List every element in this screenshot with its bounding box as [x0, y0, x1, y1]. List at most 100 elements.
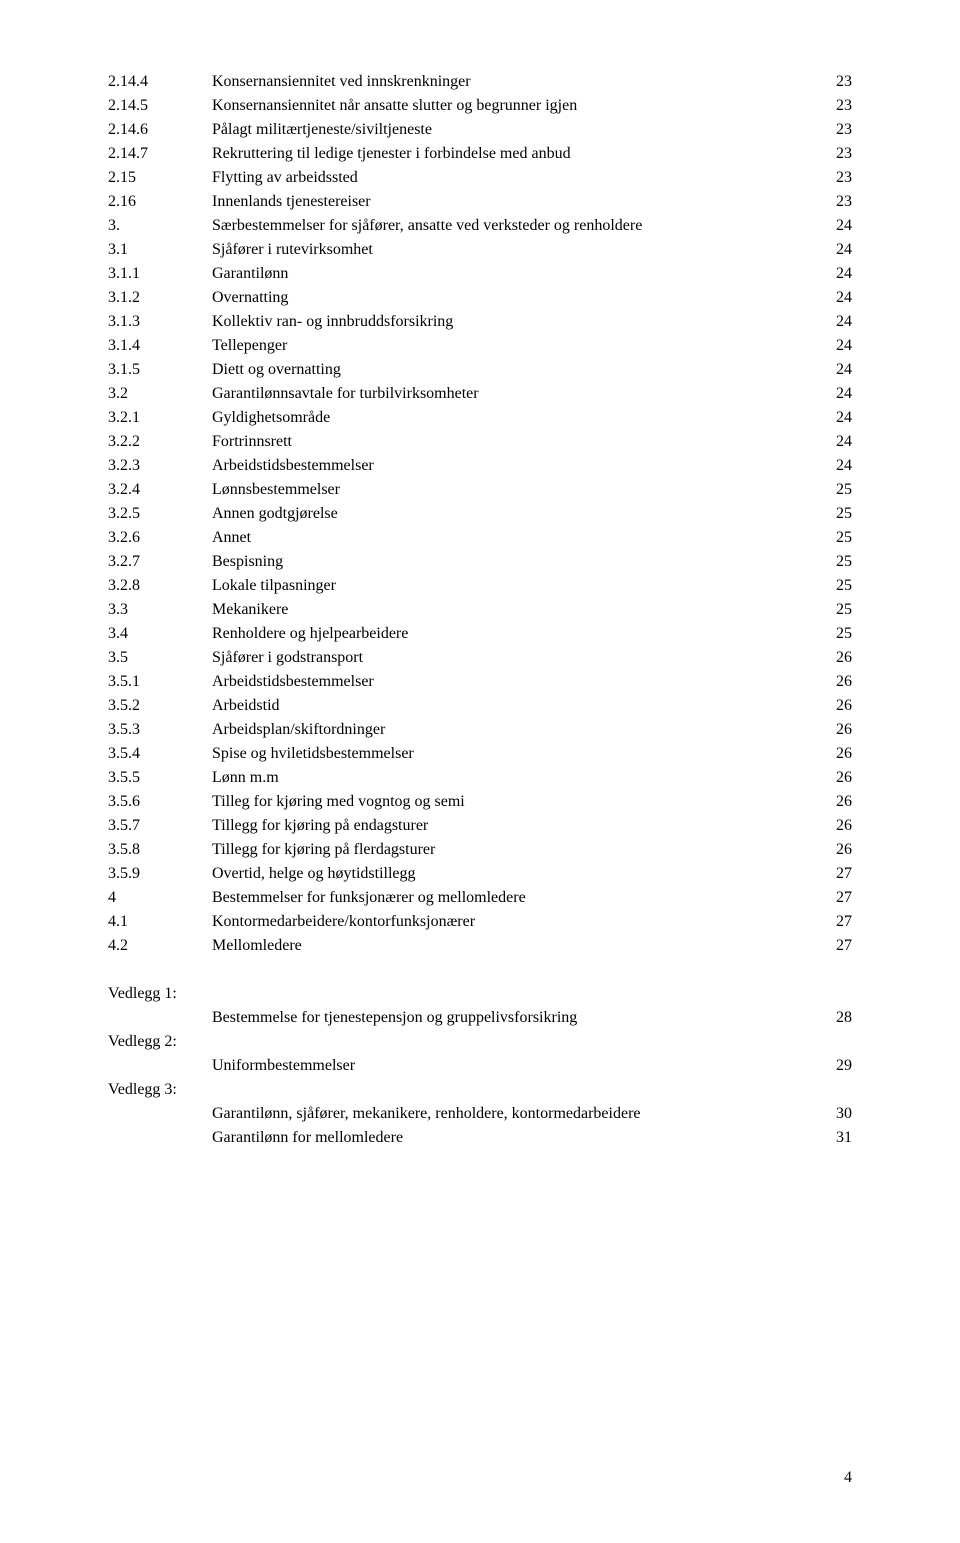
toc-page: 27 [822, 862, 852, 886]
toc-title: Arbeidsplan/skiftordninger [212, 718, 822, 742]
toc-title: Arbeidstidsbestemmelser [212, 454, 822, 478]
toc-page: 26 [822, 814, 852, 838]
toc-row: 3.5.7Tillegg for kjøring på endagsturer2… [108, 814, 852, 838]
toc-row: 4.1Kontormedarbeidere/kontorfunksjonærer… [108, 910, 852, 934]
appendix-title: Garantilønn, sjåfører, mekanikere, renho… [212, 1102, 822, 1126]
toc-row: 3.Særbestemmelser for sjåfører, ansatte … [108, 214, 852, 238]
toc-row: 3.5.3Arbeidsplan/skiftordninger26 [108, 718, 852, 742]
toc-page: 27 [822, 886, 852, 910]
toc-row: 3.1Sjåfører i rutevirksomhet24 [108, 238, 852, 262]
toc-number: 3.1 [108, 238, 212, 262]
toc-title: Annet [212, 526, 822, 550]
toc-number: 2.14.7 [108, 142, 212, 166]
toc-number: 3.1.1 [108, 262, 212, 286]
toc-page: 24 [822, 238, 852, 262]
toc-page: 25 [822, 502, 852, 526]
toc-page: 26 [822, 694, 852, 718]
toc-page: 23 [822, 190, 852, 214]
toc-title: Renholdere og hjelpearbeidere [212, 622, 822, 646]
appendix-heading: Vedlegg 1: [108, 982, 852, 1006]
toc-title: Særbestemmelser for sjåfører, ansatte ve… [212, 214, 822, 238]
toc-number: 3. [108, 214, 212, 238]
appendix-title: Bestemmelse for tjenestepensjon og grupp… [212, 1006, 822, 1030]
toc-row: 3.5.8Tillegg for kjøring på flerdagsture… [108, 838, 852, 862]
toc-title: Annen godtgjørelse [212, 502, 822, 526]
toc-row: 2.14.7Rekruttering til ledige tjenester … [108, 142, 852, 166]
toc-title: Gyldighetsområde [212, 406, 822, 430]
toc-page: 25 [822, 598, 852, 622]
toc-row: 2.14.6Pålagt militærtjeneste/siviltjenes… [108, 118, 852, 142]
toc-title: Arbeidstid [212, 694, 822, 718]
toc-title: Spise og hviletidsbestemmelser [212, 742, 822, 766]
toc-title: Bespisning [212, 550, 822, 574]
toc-page: 23 [822, 94, 852, 118]
toc-title: Lokale tilpasninger [212, 574, 822, 598]
appendix-heading: Vedlegg 2: [108, 1030, 852, 1054]
toc-page: 24 [822, 454, 852, 478]
toc-page: 23 [822, 118, 852, 142]
toc-row: 3.2.4Lønnsbestemmelser25 [108, 478, 852, 502]
toc-row: 4.2Mellomledere27 [108, 934, 852, 958]
appendix-page: 28 [822, 1006, 852, 1030]
toc-number: 3.2.7 [108, 550, 212, 574]
toc-title: Flytting av arbeidssted [212, 166, 822, 190]
toc-number: 3.2.8 [108, 574, 212, 598]
toc-row: 3.5.4Spise og hviletidsbestemmelser26 [108, 742, 852, 766]
appendix-title: Uniformbestemmelser [212, 1054, 822, 1078]
toc-title: Garantilønnsavtale for turbilvirksomhete… [212, 382, 822, 406]
toc-page: 23 [822, 142, 852, 166]
toc-title: Tellepenger [212, 334, 822, 358]
toc-row: 3.2.5Annen godtgjørelse25 [108, 502, 852, 526]
toc-row: 3.2.6Annet25 [108, 526, 852, 550]
toc-title: Lønnsbestemmelser [212, 478, 822, 502]
toc-title: Innenlands tjenestereiser [212, 190, 822, 214]
toc-page: 25 [822, 574, 852, 598]
toc-row: 3.2.3Arbeidstidsbestemmelser24 [108, 454, 852, 478]
appendix-row: Bestemmelse for tjenestepensjon og grupp… [108, 1006, 852, 1030]
toc-row: 3.5.5Lønn m.m26 [108, 766, 852, 790]
toc-page: 24 [822, 358, 852, 382]
toc-title: Overtid, helge og høytidstillegg [212, 862, 822, 886]
appendix-list: Vedlegg 1:Bestemmelse for tjenestepensjo… [108, 982, 852, 1150]
toc-page: 27 [822, 934, 852, 958]
toc-number: 3.3 [108, 598, 212, 622]
toc-page: 26 [822, 766, 852, 790]
appendix-page: 30 [822, 1102, 852, 1126]
toc-number: 3.2.4 [108, 478, 212, 502]
toc-row: 3.2Garantilønnsavtale for turbilvirksomh… [108, 382, 852, 406]
toc-row: 3.3Mekanikere25 [108, 598, 852, 622]
toc-title: Tilleg for kjøring med vogntog og semi [212, 790, 822, 814]
toc-page: 25 [822, 478, 852, 502]
toc-number: 3.2.2 [108, 430, 212, 454]
toc-number: 3.2.6 [108, 526, 212, 550]
page-number: 4 [844, 1469, 852, 1487]
toc-number: 3.5.9 [108, 862, 212, 886]
toc-title: Overnatting [212, 286, 822, 310]
toc-row: 3.1.2Overnatting24 [108, 286, 852, 310]
toc-page: 23 [822, 70, 852, 94]
toc-number: 4.1 [108, 910, 212, 934]
toc-page: 26 [822, 646, 852, 670]
toc-page: 24 [822, 430, 852, 454]
toc-page: 27 [822, 910, 852, 934]
toc-row: 4Bestemmelser for funksjonærer og mellom… [108, 886, 852, 910]
toc-number: 3.5.4 [108, 742, 212, 766]
toc-number: 3.2 [108, 382, 212, 406]
appendix-page: 31 [822, 1126, 852, 1150]
toc-title: Konsernansiennitet når ansatte slutter o… [212, 94, 822, 118]
appendix-row: Uniformbestemmelser29 [108, 1054, 852, 1078]
toc-number: 3.5.7 [108, 814, 212, 838]
toc-number: 3.5 [108, 646, 212, 670]
toc-page: 24 [822, 262, 852, 286]
toc-row: 2.15Flytting av arbeidssted23 [108, 166, 852, 190]
toc-page: 25 [822, 550, 852, 574]
toc-page: 24 [822, 406, 852, 430]
toc-row: 3.2.7Bespisning25 [108, 550, 852, 574]
toc-title: Lønn m.m [212, 766, 822, 790]
table-of-contents: 2.14.4Konsernansiennitet ved innskrenkni… [108, 70, 852, 958]
toc-page: 26 [822, 742, 852, 766]
toc-number: 3.5.8 [108, 838, 212, 862]
toc-row: 3.5.6Tilleg for kjøring med vogntog og s… [108, 790, 852, 814]
toc-number: 3.2.1 [108, 406, 212, 430]
toc-title: Rekruttering til ledige tjenester i forb… [212, 142, 822, 166]
